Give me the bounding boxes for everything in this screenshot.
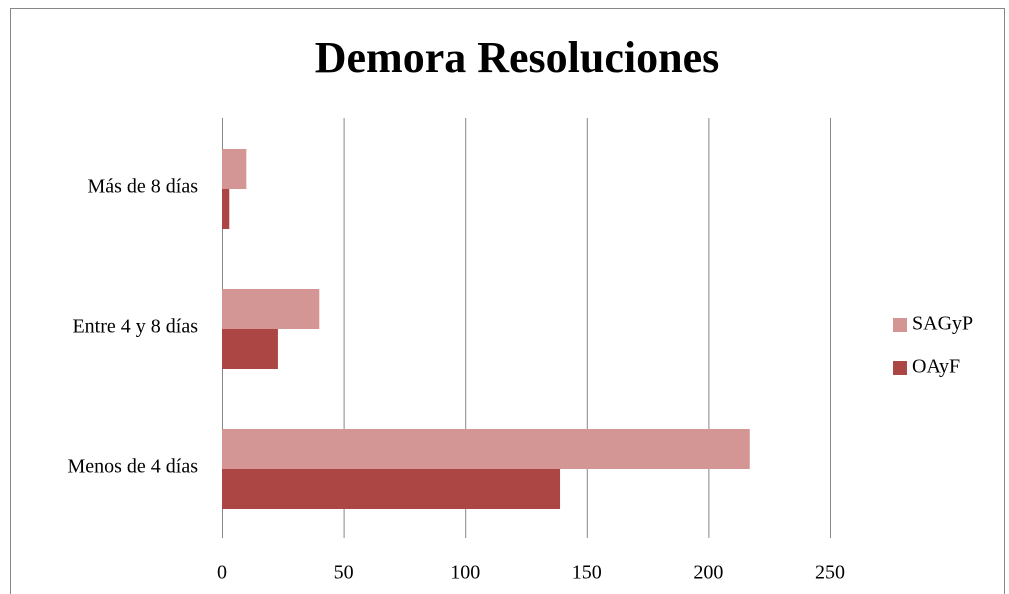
legend-swatch — [893, 361, 907, 375]
x-tick-label: 100 — [450, 562, 480, 584]
chart-title: Demora Resoluciones — [315, 33, 720, 82]
x-tick-label: 50 — [334, 562, 354, 584]
y-tick-label: Más de 8 días — [87, 176, 198, 198]
legend-label: SAGyP — [912, 313, 973, 335]
bar — [222, 469, 561, 509]
bar — [222, 189, 230, 229]
y-tick-label: Menos de 4 días — [67, 456, 198, 478]
y-tick-label: Entre 4 y 8 días — [72, 316, 198, 338]
bar — [222, 329, 278, 369]
chart-frame — [10, 8, 1005, 594]
x-tick-label: 150 — [572, 562, 602, 584]
x-tick-label: 200 — [693, 562, 723, 584]
bar — [222, 149, 247, 189]
bar — [222, 429, 750, 469]
legend-label: OAyF — [912, 356, 960, 378]
legend-swatch — [893, 318, 907, 332]
x-tick-label: 0 — [217, 562, 227, 584]
x-tick-label: 250 — [815, 562, 845, 584]
bar — [222, 289, 320, 329]
